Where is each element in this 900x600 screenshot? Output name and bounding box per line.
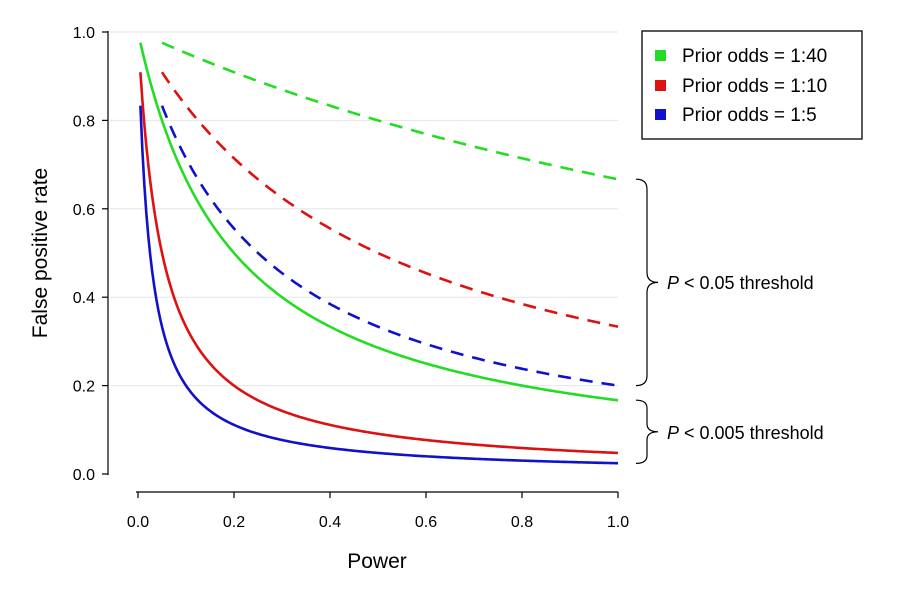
annotation-p-0005: P < 0.005 threshold: [667, 423, 824, 443]
annotation-p-005-italic: P: [667, 273, 679, 293]
legend-swatch-1-5: [655, 109, 666, 120]
x-tick-label-3: 0.6: [415, 514, 437, 531]
legend: Prior odds = 1:40 Prior odds = 1:10 Prio…: [641, 30, 863, 140]
x-tick-label-2: 0.4: [319, 514, 341, 531]
y-ticks: 0.0 0.2 0.4 0.6 0.8 1.0: [73, 25, 108, 484]
y-tick-label-4: 0.8: [73, 113, 95, 130]
series-line-p0005-40: [139, 42, 619, 402]
y-tick-label-0: 0.0: [73, 467, 95, 484]
annotation-p-005: P < 0.05 threshold: [667, 273, 814, 293]
y-tick-label-2: 0.4: [73, 290, 95, 307]
x-ticks: 0.0 0.2 0.4 0.6 0.8 1.0: [127, 492, 629, 531]
legend-box: [641, 30, 863, 140]
y-tick-label-3: 0.6: [73, 202, 95, 219]
series-layer: [139, 41, 619, 465]
legend-label-1-5: Prior odds = 1:5: [682, 105, 817, 126]
legend-swatch-1-10: [655, 80, 666, 91]
gridlines: [110, 31, 618, 387]
y-tick-label-1: 0.2: [73, 379, 95, 396]
series-line-p005-5: [160, 105, 619, 387]
annotation-p-0005-italic: P: [667, 423, 679, 443]
legend-swatch-1-40: [655, 50, 666, 61]
x-tick-label-1: 0.2: [223, 514, 245, 531]
series-line-p005-10: [160, 71, 619, 328]
brace-p-0005: [635, 399, 659, 464]
annotations: P < 0.05 threshold P < 0.005 threshold: [635, 178, 824, 464]
legend-label-1-40: Prior odds = 1:40: [682, 46, 827, 67]
y-axis-title: False positive rate: [29, 168, 52, 338]
y-tick-label-5: 1.0: [73, 25, 95, 42]
x-tick-label-5: 1.0: [607, 514, 629, 531]
annotation-p-0005-text: < 0.005 threshold: [679, 423, 824, 443]
brace-p-005: [635, 178, 659, 387]
series-line-p0005-5: [139, 105, 619, 465]
x-tick-label-4: 0.8: [511, 514, 533, 531]
axes: [107, 31, 618, 493]
x-tick-label-0: 0.0: [127, 514, 149, 531]
series-line-p0005-10: [139, 72, 619, 455]
x-axis-title: Power: [347, 550, 407, 573]
series-line-p005-40: [161, 41, 619, 181]
annotation-p-005-text: < 0.05 threshold: [679, 273, 814, 293]
legend-label-1-10: Prior odds = 1:10: [682, 76, 827, 97]
